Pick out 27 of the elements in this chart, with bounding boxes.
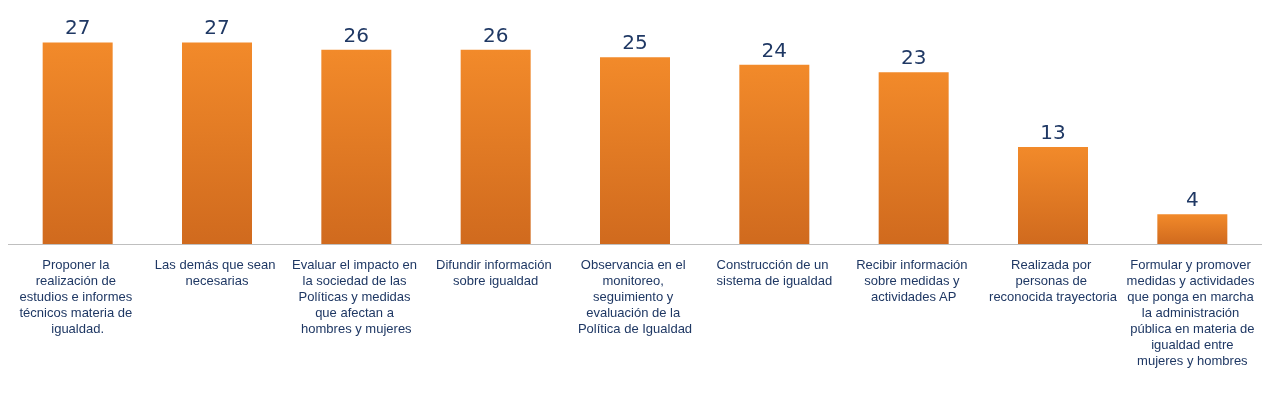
bar xyxy=(1157,214,1228,244)
data-label: 27 xyxy=(64,15,91,40)
data-label: 26 xyxy=(482,22,509,47)
bar xyxy=(739,64,810,244)
bar xyxy=(1018,146,1088,244)
data-label: 25 xyxy=(622,30,648,55)
x-tick-label: Formular y promover medidas y actividades que ponga en marcha la administración pública en materia de igualdad entre mujeres y hombres xyxy=(1126,256,1259,368)
data-label: 26 xyxy=(343,22,370,47)
bar xyxy=(878,72,949,244)
data-label: 4 xyxy=(1185,187,1199,212)
x-tick-label: Evaluar el impacto en la sociedad de las Políticas y medidas que afectan a hombres y mujeres xyxy=(292,256,421,336)
bar xyxy=(321,49,392,244)
bar xyxy=(460,49,531,244)
bar xyxy=(182,42,252,244)
x-tick-label: Realizada por personas de reconocida trayectoria xyxy=(989,256,1118,304)
bar xyxy=(600,57,670,244)
data-label: 24 xyxy=(761,37,788,62)
x-tick-label: Las demás que sean necesarias xyxy=(154,256,280,288)
x-tick-label: Difundir información sobre igualdad xyxy=(436,256,556,288)
x-tick-label: Recibir información sobre medidas y actividades AP xyxy=(856,256,972,304)
x-tick-label: Observancia en el monitoreo, seguimiento y evaluación de la Política de Igualdad xyxy=(577,256,693,336)
data-label: 27 xyxy=(204,15,230,40)
data-label: 23 xyxy=(900,45,927,70)
data-label: 13 xyxy=(1040,119,1066,144)
x-tick-label: Construcción de un sistema de igualdad xyxy=(716,256,833,288)
bar xyxy=(42,42,113,244)
x-tick-label: Proponer la realización de estudios e informes técnicos materia de igualdad. xyxy=(19,256,136,336)
